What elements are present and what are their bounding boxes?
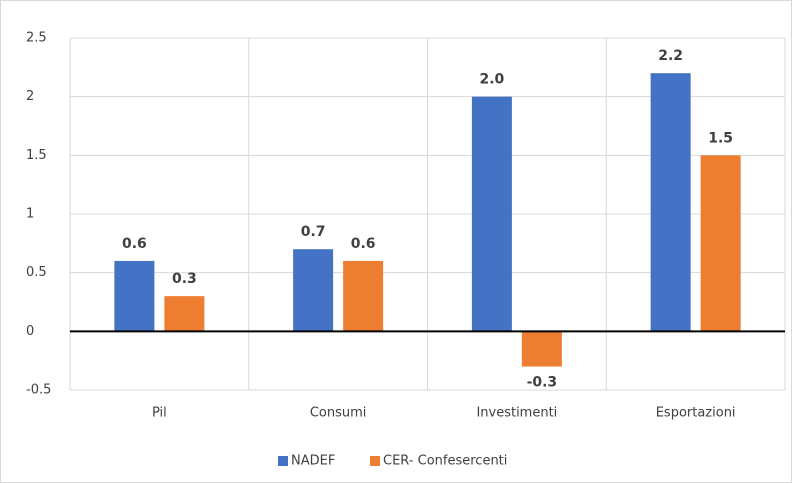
y-tick-label: 0.5: [26, 265, 47, 280]
value-label: 0.7: [301, 224, 326, 240]
value-label: 0.3: [172, 271, 197, 287]
value-label: 0.6: [351, 236, 376, 252]
value-label: 1.5: [708, 130, 733, 146]
y-tick-label: 1: [26, 207, 34, 222]
x-tick-label: Investimenti: [476, 406, 557, 421]
x-tick-label: Esportazioni: [656, 406, 736, 421]
y-tick-label: 0: [26, 324, 34, 339]
value-label: 0.6: [122, 236, 147, 252]
y-tick-label: 2.5: [26, 31, 47, 46]
legend-label: CER- Confesercenti: [383, 454, 507, 469]
bar: [650, 73, 691, 332]
x-tick-label: Pil: [152, 406, 167, 421]
value-label: 2.0: [479, 72, 504, 88]
bar: [471, 96, 512, 332]
legend-swatch: [370, 456, 380, 466]
legend-swatch: [278, 456, 288, 466]
bar: [164, 296, 205, 332]
bar: [521, 331, 562, 367]
bar: [114, 260, 155, 332]
legend-label: NADEF: [291, 454, 335, 469]
x-tick-label: Consumi: [310, 406, 367, 421]
bar: [343, 260, 384, 332]
bar: [293, 249, 334, 332]
value-label: 2.2: [658, 48, 683, 64]
y-tick-label: 1.5: [26, 148, 47, 163]
y-tick-label: -0.5: [26, 383, 51, 398]
value-label: -0.3: [527, 375, 558, 391]
y-tick-label: 2: [26, 89, 34, 104]
bar: [700, 155, 741, 332]
